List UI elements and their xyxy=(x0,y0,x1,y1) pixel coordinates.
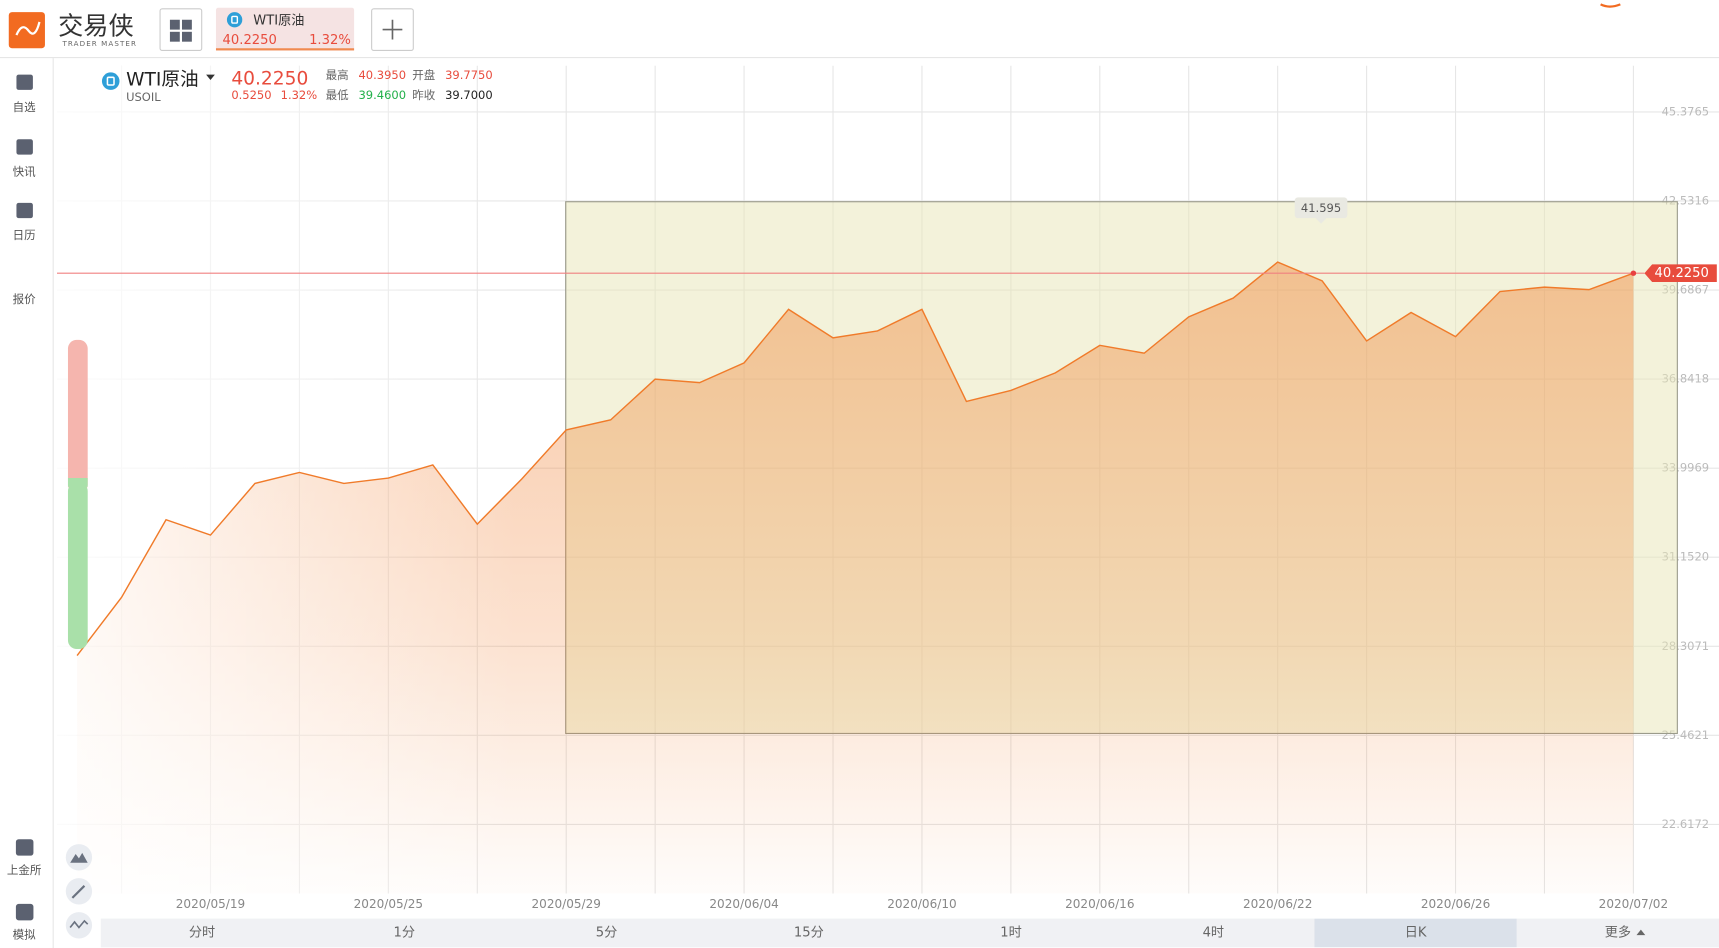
layout-button[interactable] xyxy=(159,8,203,51)
x-tick-label: 2020/05/19 xyxy=(176,897,245,911)
sidebar-label: 模拟 xyxy=(13,928,36,942)
annotation-box xyxy=(1294,197,1348,219)
last-price-tag xyxy=(1644,264,1717,282)
x-tick-label: 2020/06/22 xyxy=(1243,897,1312,911)
timeframe-button[interactable] xyxy=(505,918,708,948)
tab-change: 1.32% xyxy=(309,33,351,48)
timeframe-label: 15分 xyxy=(794,924,824,940)
price-line xyxy=(76,261,1634,657)
timeframe-button[interactable] xyxy=(1112,918,1315,948)
tool-icon xyxy=(69,919,89,929)
tool-icon xyxy=(70,852,88,863)
timeframe-label: 日K xyxy=(1405,925,1427,940)
annotation-label: 41.595 xyxy=(1301,201,1341,215)
logo-subtitle: TRADER MASTER xyxy=(61,39,137,48)
tool-icon xyxy=(71,885,86,899)
x-tick-label: 2020/06/10 xyxy=(887,897,956,911)
annotation-pointer xyxy=(1315,218,1327,224)
quote-low-label: 最低 xyxy=(326,88,349,102)
timeframe-label: 4时 xyxy=(1203,924,1225,940)
timeframe-button[interactable] xyxy=(100,918,304,948)
sidebar-icon[interactable] xyxy=(16,139,33,155)
quote-icon xyxy=(101,72,120,90)
timeframe-button[interactable] xyxy=(707,918,910,948)
layout-icon xyxy=(181,19,192,30)
sentiment-bar-join xyxy=(67,478,88,487)
x-tick-label: 2020/06/04 xyxy=(709,897,778,911)
sidebar-label: 快讯 xyxy=(13,165,36,179)
timeframe-button[interactable] xyxy=(1314,918,1517,948)
x-tick-label: 2020/07/02 xyxy=(1599,897,1668,911)
add-icon xyxy=(382,19,403,40)
sidebar-label: 上金所 xyxy=(7,863,42,877)
logo-mark xyxy=(15,21,41,36)
x-tick-label: 2020/06/16 xyxy=(1065,897,1134,911)
quote-high-label: 最高 xyxy=(326,68,349,82)
symbol-icon xyxy=(226,12,243,28)
more-arrow xyxy=(1636,929,1646,936)
corner-accent xyxy=(1600,3,1621,8)
quote-change: 0.5250 xyxy=(231,88,271,102)
timeframe-label: 更多 xyxy=(1605,923,1631,940)
symbol-icon-mark xyxy=(231,15,239,24)
sidebar-label: 日历 xyxy=(13,228,36,242)
quote-low: 39.4600 xyxy=(358,88,406,102)
tool-button[interactable] xyxy=(65,912,93,939)
quote-prev: 39.7000 xyxy=(445,88,493,102)
y-tick-label: 22.6172 xyxy=(1662,817,1710,831)
timeframe-label: 1时 xyxy=(1000,924,1022,940)
quote-open-label: 开盘 xyxy=(412,68,435,82)
fade-overlay xyxy=(57,65,518,894)
quote-price: 40.2250 xyxy=(231,68,308,89)
quote-change-pct: 1.32% xyxy=(281,88,318,102)
layout-icon xyxy=(169,19,180,30)
quote-dropdown[interactable] xyxy=(206,74,215,81)
x-tick-label: 2020/05/25 xyxy=(354,897,423,911)
sidebar-icon[interactable] xyxy=(16,202,33,219)
tab-name: WTI原油 xyxy=(253,12,304,28)
sentiment-bar-buy xyxy=(67,482,88,650)
quote-symbol: USOIL xyxy=(126,90,161,104)
y-tick-label: 45.3765 xyxy=(1662,104,1710,118)
quote-icon-mark xyxy=(106,76,115,86)
timeframe-label: 5分 xyxy=(596,924,618,940)
tab-price: 40.2250 xyxy=(223,33,277,48)
timeframe-button[interactable] xyxy=(909,918,1113,948)
last-price-dot xyxy=(1630,270,1637,276)
timeframe-button[interactable] xyxy=(303,918,506,948)
sidebar-icon[interactable] xyxy=(15,839,34,856)
logo-text: 交易侠 xyxy=(58,11,134,40)
symbol-tab-underline xyxy=(215,48,355,51)
tool-button[interactable] xyxy=(65,844,93,871)
symbol-tab[interactable] xyxy=(215,7,355,51)
layout-icon xyxy=(169,31,180,42)
quote-name: WTI原油 xyxy=(126,70,199,91)
x-tick-label: 2020/06/26 xyxy=(1421,897,1490,911)
sidebar-label: 自选 xyxy=(13,100,36,114)
timeframe-button[interactable] xyxy=(1516,918,1719,948)
last-price-label: 40.2250 xyxy=(1655,266,1709,281)
x-tick-label: 2020/05/29 xyxy=(531,897,600,911)
layout-icon xyxy=(181,31,192,42)
sidebar xyxy=(0,58,53,948)
quote-open: 39.7750 xyxy=(445,68,493,82)
timeframe-label: 1分 xyxy=(394,924,416,940)
sidebar-icon[interactable] xyxy=(16,74,33,90)
timeframe-label: 分时 xyxy=(189,924,215,940)
quote-prev-label: 昨收 xyxy=(412,88,435,102)
sidebar-icon[interactable] xyxy=(15,903,34,921)
quote-high: 40.3950 xyxy=(358,68,406,82)
sidebar-label: 报价 xyxy=(13,292,36,306)
sentiment-bar-sell xyxy=(67,339,88,494)
